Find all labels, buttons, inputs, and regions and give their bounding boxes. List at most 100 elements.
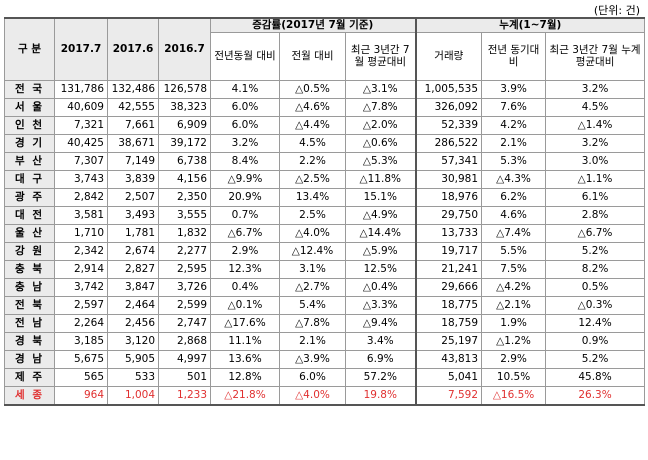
rate-3yr: 3.4% <box>344 331 417 351</box>
value-2016-7: 4,156 <box>158 169 211 189</box>
table-row: 대 구 3,743 3,839 4,156 △9.9% △2.5% △11.8%… <box>4 169 646 189</box>
cum-yoy: 4.6% <box>481 205 547 225</box>
cum-yoy: △16.5% <box>481 385 547 405</box>
rate-3yr: △2.0% <box>344 115 417 135</box>
cum-yoy: 4.2% <box>481 115 547 135</box>
value-2016-7: 4,997 <box>158 349 211 369</box>
cum-3yr: △1.1% <box>545 169 646 189</box>
region-cell: 대 전 <box>4 205 55 225</box>
rate-yoy: 12.3% <box>210 259 280 279</box>
rate-mom: △2.7% <box>279 277 346 297</box>
rate-yoy: △21.8% <box>210 385 280 405</box>
region-cell: 충 남 <box>4 277 55 297</box>
region-cell: 경 북 <box>4 331 55 351</box>
header-2017-7: 2017.7 <box>54 17 108 81</box>
value-2016-7: 2,868 <box>158 331 211 351</box>
table-row: 충 남 3,742 3,847 3,726 0.4% △2.7% △0.4% 2… <box>4 277 646 297</box>
cum-volume: 19,717 <box>414 241 483 261</box>
region-cell: 경 남 <box>4 349 55 369</box>
rate-3yr: △3.1% <box>344 79 417 99</box>
rate-mom: 3.1% <box>279 259 346 279</box>
rate-3yr: △5.3% <box>344 151 417 171</box>
rate-3yr: △4.9% <box>344 205 417 225</box>
value-2017-7: 2,842 <box>54 187 108 207</box>
table-row: 전 북 2,597 2,464 2,599 △0.1% 5.4% △3.3% 1… <box>4 295 646 315</box>
cum-volume: 13,733 <box>414 223 483 243</box>
header-2016-7: 2016.7 <box>158 17 211 81</box>
rate-mom: 2.2% <box>279 151 346 171</box>
cum-yoy: 2.9% <box>481 349 547 369</box>
table-row: 대 전 3,581 3,493 3,555 0.7% 2.5% △4.9% 29… <box>4 205 646 225</box>
table-row: 경 남 5,675 5,905 4,997 13.6% △3.9% 6.9% 4… <box>4 349 646 369</box>
value-2016-7: 2,747 <box>158 313 211 333</box>
rate-mom: △3.9% <box>279 349 346 369</box>
value-2016-7: 39,172 <box>158 133 211 153</box>
rate-3yr: △7.8% <box>344 97 417 117</box>
rate-mom: △0.5% <box>279 79 346 99</box>
rate-yoy: △9.9% <box>210 169 280 189</box>
value-2017-6: 2,674 <box>107 241 159 261</box>
cum-3yr: 8.2% <box>545 259 646 279</box>
header-cum-yoy: 전년 동기대비 <box>481 31 547 81</box>
region-cell: 대 구 <box>4 169 55 189</box>
cum-yoy: 7.6% <box>481 97 547 117</box>
region-cell: 제 주 <box>4 367 55 387</box>
header-cumulative-group: 누계(1~7월) <box>414 17 646 33</box>
value-2017-6: 42,555 <box>107 97 159 117</box>
value-2017-7: 1,710 <box>54 223 108 243</box>
value-2016-7: 6,909 <box>158 115 211 135</box>
value-2017-7: 3,581 <box>54 205 108 225</box>
table-row: 인 천 7,321 7,661 6,909 6.0% △4.4% △2.0% 5… <box>4 115 646 135</box>
rate-mom: △4.0% <box>279 385 346 405</box>
region-cell: 인 천 <box>4 115 55 135</box>
rate-mom: △2.5% <box>279 169 346 189</box>
rate-3yr: △5.9% <box>344 241 417 261</box>
table-row: 충 북 2,914 2,827 2,595 12.3% 3.1% 12.5% 2… <box>4 259 646 279</box>
value-2017-6: 3,847 <box>107 277 159 297</box>
rate-mom: △7.8% <box>279 313 346 333</box>
rate-yoy: 13.6% <box>210 349 280 369</box>
cum-yoy: △4.2% <box>481 277 547 297</box>
value-2017-6: 5,905 <box>107 349 159 369</box>
table-row: 광 주 2,842 2,507 2,350 20.9% 13.4% 15.1% … <box>4 187 646 207</box>
value-2017-7: 7,307 <box>54 151 108 171</box>
value-2017-7: 2,914 <box>54 259 108 279</box>
cum-3yr: 2.8% <box>545 205 646 225</box>
cum-yoy: △2.1% <box>481 295 547 315</box>
rate-3yr: 19.8% <box>344 385 417 405</box>
cum-volume: 326,092 <box>414 97 483 117</box>
value-2017-7: 40,609 <box>54 97 108 117</box>
cum-volume: 18,976 <box>414 187 483 207</box>
table-row: 제 주 565 533 501 12.8% 6.0% 57.2% 5,041 1… <box>4 367 646 387</box>
value-2017-7: 3,185 <box>54 331 108 351</box>
value-2016-7: 126,578 <box>158 79 211 99</box>
cum-volume: 1,005,535 <box>414 79 483 99</box>
rate-yoy: △0.1% <box>210 295 280 315</box>
region-cell: 세 종 <box>4 385 55 405</box>
value-2016-7: 501 <box>158 367 211 387</box>
value-2017-6: 2,464 <box>107 295 159 315</box>
header-rate-mom: 전월 대비 <box>279 31 346 81</box>
cum-yoy: 10.5% <box>481 367 547 387</box>
table-header: 구 분 2017.7 2017.6 2016.7 증감률(2017년 7월 기준… <box>4 17 646 81</box>
value-2017-7: 964 <box>54 385 108 405</box>
value-2017-6: 3,493 <box>107 205 159 225</box>
cum-3yr: 12.4% <box>545 313 646 333</box>
cum-volume: 30,981 <box>414 169 483 189</box>
rate-mom: 2.1% <box>279 331 346 351</box>
cum-3yr: △0.3% <box>545 295 646 315</box>
rate-3yr: △3.3% <box>344 295 417 315</box>
region-cell: 충 북 <box>4 259 55 279</box>
cum-volume: 18,759 <box>414 313 483 333</box>
rate-yoy: 11.1% <box>210 331 280 351</box>
rate-mom: 5.4% <box>279 295 346 315</box>
region-cell: 전 북 <box>4 295 55 315</box>
region-cell: 광 주 <box>4 187 55 207</box>
region-cell: 전 국 <box>4 79 55 99</box>
rate-yoy: 20.9% <box>210 187 280 207</box>
cum-3yr: 0.9% <box>545 331 646 351</box>
rate-3yr: 6.9% <box>344 349 417 369</box>
value-2017-7: 131,786 <box>54 79 108 99</box>
value-2017-7: 2,597 <box>54 295 108 315</box>
cum-volume: 7,592 <box>414 385 483 405</box>
